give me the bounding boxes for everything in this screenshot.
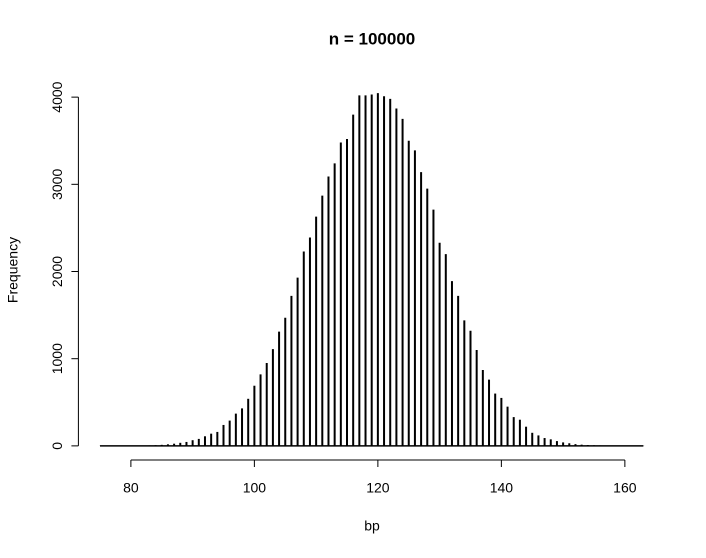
x-tick-label: 160 [613, 480, 637, 496]
x-tick-label: 120 [366, 480, 390, 496]
y-tick-label: 3000 [49, 169, 65, 200]
y-tick-label: 2000 [49, 256, 65, 287]
chart-title: n = 100000 [329, 29, 416, 48]
x-tick-label: 140 [490, 480, 514, 496]
y-tick-label: 1000 [49, 343, 65, 374]
y-tick-label: 4000 [49, 81, 65, 112]
y-axis-label: Frequency [5, 237, 21, 303]
x-tick-label: 80 [123, 480, 139, 496]
x-tick-label: 100 [243, 480, 267, 496]
x-axis-label: bp [364, 518, 380, 534]
y-tick-label: 0 [49, 442, 65, 450]
